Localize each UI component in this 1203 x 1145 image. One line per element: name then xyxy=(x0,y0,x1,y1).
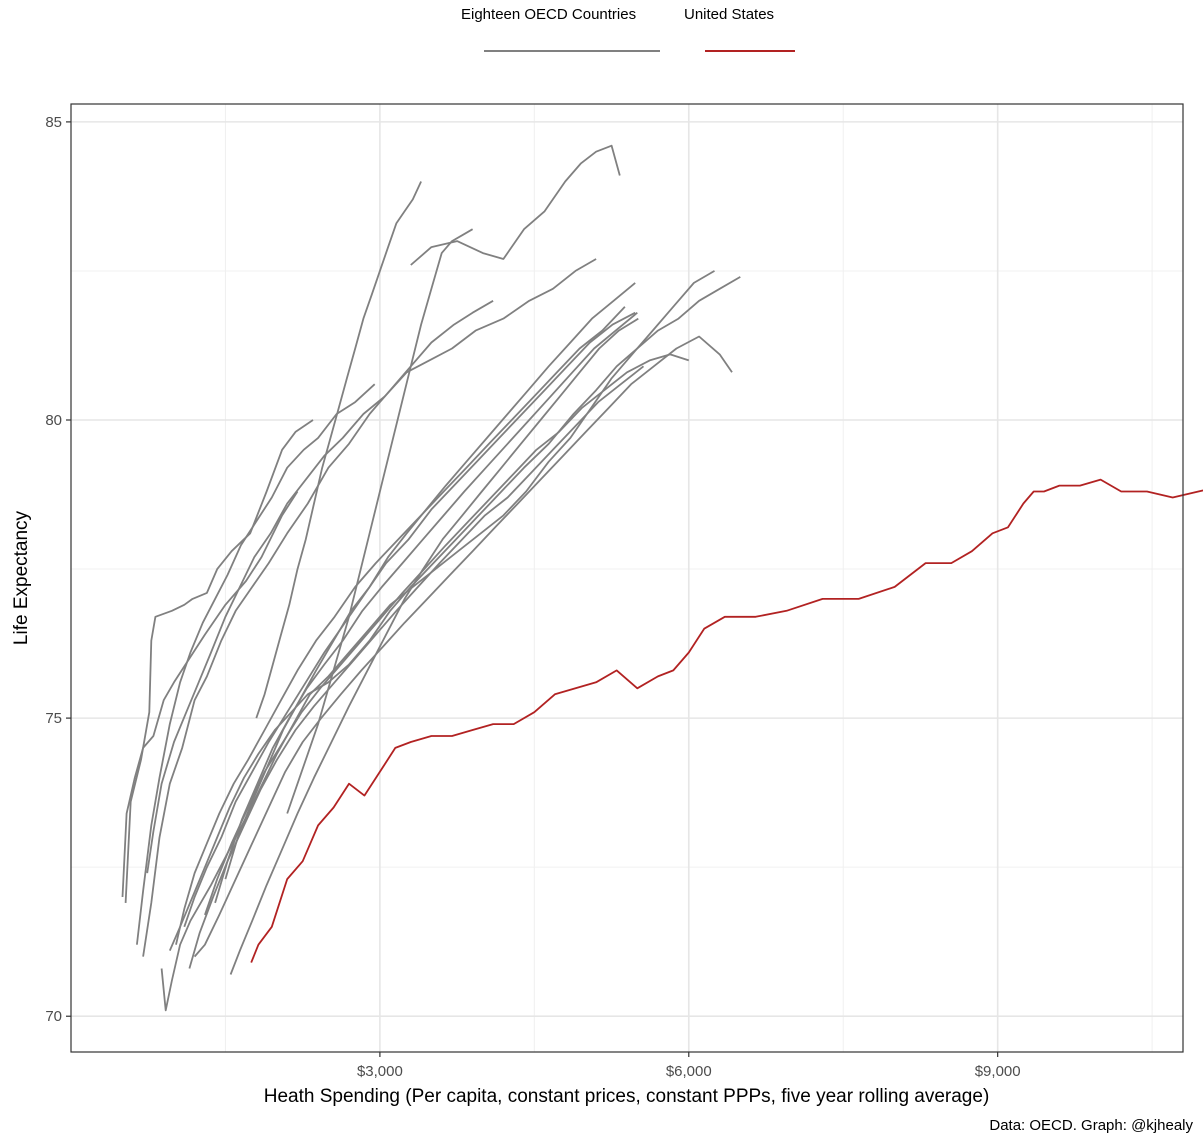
series-line-oecd-country xyxy=(124,419,314,903)
series-line-oecd-country xyxy=(121,491,299,898)
legend-key-us xyxy=(705,50,795,52)
y-axis: 70 75 80 85 xyxy=(45,114,71,1025)
x-tick-label: $3,000 xyxy=(357,1063,403,1080)
gridlines xyxy=(71,104,1183,1052)
series-lines xyxy=(121,144,1203,1012)
x-tick-label: $9,000 xyxy=(975,1063,1021,1080)
series-line-oecd-country xyxy=(142,300,494,957)
series-line-oecd-country xyxy=(204,353,690,916)
series-line-oecd-country xyxy=(160,270,715,1012)
series-line-oecd-country xyxy=(410,144,621,266)
series-line-oecd-country xyxy=(136,383,376,945)
legend-key-oecd xyxy=(484,50,660,52)
series-line-oecd-country xyxy=(168,276,741,951)
x-axis: $3,000 $6,000 $9,000 xyxy=(357,1052,1021,1080)
y-tick-label: 80 xyxy=(45,412,62,429)
series-line-oecd-country xyxy=(175,306,626,945)
legend: Eighteen OECD Countries United States xyxy=(0,6,1203,56)
caption: Data: OECD. Graph: @kjhealy xyxy=(989,1117,1193,1134)
series-line-oecd-country xyxy=(146,258,597,874)
x-axis-title: Heath Spending (Per capita, constant pri… xyxy=(263,1086,990,1107)
series-line-united-states xyxy=(250,478,1203,963)
legend-label-us: United States xyxy=(684,6,775,23)
series-line-oecd-country xyxy=(229,317,639,975)
series-line-oecd-country xyxy=(214,312,638,904)
series-line-oecd-country xyxy=(255,181,422,719)
y-axis-title: Life Expectancy xyxy=(11,510,32,646)
plot-panel-border xyxy=(70,103,1184,1053)
series-line-oecd-country xyxy=(183,311,636,928)
legend-label-oecd: Eighteen OECD Countries xyxy=(461,6,637,23)
y-tick-label: 75 xyxy=(45,710,62,727)
y-tick-label: 85 xyxy=(45,114,62,131)
series-line-oecd-country xyxy=(193,335,733,958)
series-line-oecd-country xyxy=(224,282,636,880)
y-tick-label: 70 xyxy=(45,1008,62,1025)
series-line-oecd-country xyxy=(286,228,474,814)
x-tick-label: $6,000 xyxy=(666,1063,712,1080)
series-line-oecd-country xyxy=(188,365,645,969)
